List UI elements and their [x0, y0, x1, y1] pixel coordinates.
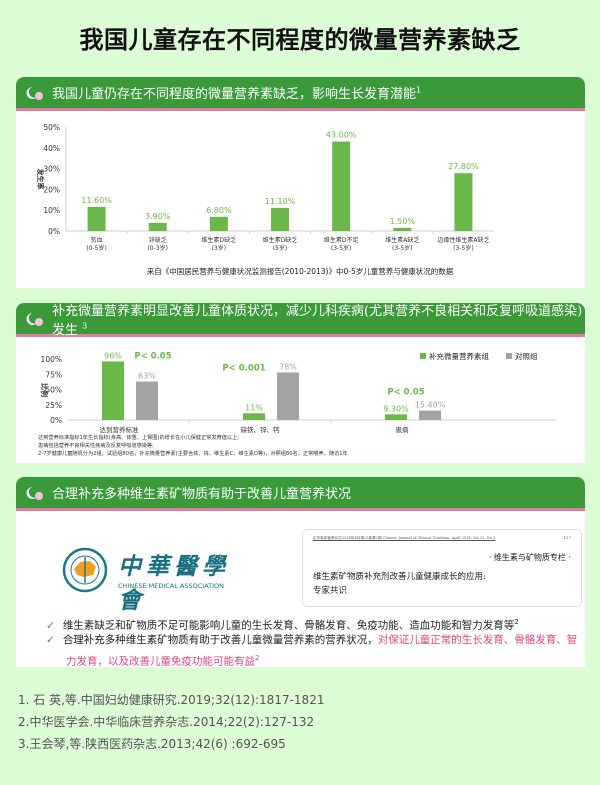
bar: [87, 206, 106, 231]
x-tick-label: 维生素D不足: [324, 236, 359, 244]
bullet-item: ✓ 维生素缺乏和矿物质不足可能影响儿童的生长发育、骨骼发育、免疫功能、造血功能和智…: [46, 618, 519, 632]
p-value-label: P< 0.05: [134, 351, 171, 361]
x-tick-label: 维生素A缺乏: [385, 236, 419, 244]
x-tick-label: 维生素D缺乏: [263, 236, 298, 244]
paper-page-number: 127: [563, 535, 571, 540]
x-tick-label: 贫血: [91, 236, 103, 244]
x-tick-label: 锌缺乏: [149, 236, 167, 244]
cma-logo: 中華醫學會 CHINESE MEDICAL ASSOCIATION: [62, 547, 252, 614]
x-tick-label: 边缘性维生素A缺乏: [437, 236, 489, 244]
chart-source: 来自《中国居民营养与健康状况监测报告(2010-2013)》中0-5岁儿童营养与…: [147, 266, 454, 276]
data-label: 15.40%: [415, 401, 446, 410]
bar: [419, 410, 441, 420]
consensus-paper-thumbnail: 中华临床营养杂志2014年4月第22卷第2期 Chinese Journal o…: [302, 529, 582, 607]
section-heading: 补充微量营养素明显改善儿童体质状况，减少儿科疾病(尤其营养不良相关和反复呼吸道感…: [52, 303, 583, 338]
data-label: 11.60%: [81, 196, 112, 205]
data-label: 6.80%: [206, 206, 232, 215]
moon-sun-icon: [24, 484, 46, 502]
moon-sun-icon: [24, 310, 46, 328]
reference-item: 3.王会琴,等.陕西医药杂志.2013;42(6) :692-695: [18, 737, 286, 751]
section-header: 补充微量营养素明显改善儿童体质状况，减少儿科疾病(尤其营养不良相关和反复呼吸道感…: [16, 303, 585, 338]
y-tick-label: 10%: [43, 206, 60, 215]
section-header: 合理补充多种维生素矿物质有助于改善儿童营养状况: [16, 477, 585, 511]
x-tick-label: (3-5岁): [453, 244, 473, 252]
bar: [243, 413, 265, 420]
y-tick-label: 25%: [45, 401, 62, 410]
data-label: 11%: [245, 403, 263, 412]
x-tick-label: 维生素D缺乏: [202, 236, 237, 244]
legend-swatch: [420, 353, 426, 359]
y-tick-label: 30%: [43, 165, 60, 174]
checkmark-icon: ✓: [46, 634, 55, 646]
x-tick-label: (0-3岁): [147, 244, 167, 252]
data-label: 27.80%: [448, 162, 479, 171]
x-tick-label: (3-5岁): [331, 244, 351, 252]
p-value-label: P< 0.001: [222, 363, 265, 373]
cma-logo-chinese: 中華醫學會: [118, 553, 230, 614]
y-axis-label: 发生率: [36, 168, 45, 190]
x-tick-label: 达到营养标准: [100, 425, 140, 434]
bar: [385, 414, 407, 420]
x-tick-label: (3岁): [212, 244, 227, 252]
section-supplement-effect: 补充微量营养素明显改善儿童体质状况，减少儿科疾病(尤其营养不良相关和反复呼吸道感…: [16, 303, 585, 463]
x-tick-label: (5岁): [273, 244, 288, 252]
paper-column-label: · 维生素与矿物质专栏 ·: [488, 553, 571, 562]
data-label: 1.50%: [390, 217, 416, 226]
bar: [209, 216, 228, 231]
y-tick-label: 50%: [43, 123, 60, 132]
y-axis-label: 比例: [40, 383, 49, 397]
page-title: 我国儿童存在不同程度的微量营养素缺乏: [79, 26, 521, 54]
bar: [271, 207, 289, 231]
section-heading: 我国儿童仍存在不同程度的微量营养素缺乏，影响生长发育潜能1: [52, 85, 422, 102]
bar: [102, 361, 124, 420]
deficiency-bar-chart: 0% 10% 20% 30% 40% 50% 发生率 11.60% 贫血(0-5岁) 3.90% 锌…: [36, 123, 494, 276]
legend-label: 对照组: [515, 351, 538, 361]
reference-item: 2.中华医学会.中华临床营养杂志.2014;22(2):127-132: [18, 715, 315, 729]
paper-title: 专家共识: [313, 586, 348, 596]
data-label: 78%: [279, 362, 297, 371]
paper-title: 维生素矿物质补充剂改善儿童健康成长的应用:: [313, 572, 486, 582]
y-tick-label: 40%: [43, 144, 60, 153]
data-label: 11.10%: [265, 197, 296, 206]
data-label: 9.30%: [383, 404, 409, 413]
section-supplement-recommendation: 合理补充多种维生素矿物质有助于改善儿童营养状况 中華醫學會 CHINESE ME…: [16, 477, 585, 667]
x-tick-label: (0-5岁): [86, 244, 106, 252]
supplement-bar-chart: 0% 25% 50% 75% 100% 比例 96% 63% P< 0.05 达到营养标准 11% 7…: [40, 351, 556, 434]
reference-item: 1. 石 英,等.中国妇幼健康研究.2019;32(12):1817-1821: [18, 693, 325, 707]
bar: [148, 222, 167, 231]
y-tick-label: 20%: [43, 185, 60, 194]
bar: [332, 141, 351, 231]
y-tick-label: 50%: [45, 386, 62, 395]
bar: [393, 227, 412, 231]
data-label: 63%: [138, 372, 156, 381]
section-header: 我国儿童仍存在不同程度的微量营养素缺乏，影响生长发育潜能1: [16, 77, 585, 111]
section-heading: 合理补充多种维生素矿物质有助于改善儿童营养状况: [52, 487, 352, 502]
bar: [454, 173, 473, 231]
cma-logo-english: CHINESE MEDICAL ASSOCIATION: [118, 582, 224, 590]
p-value-label: P< 0.05: [387, 388, 424, 398]
footnote: 患病包括营养不良相关性疾病及反复呼吸道感染等;: [38, 443, 154, 449]
moon-sun-icon: [24, 84, 46, 102]
y-tick-label: 75%: [45, 370, 62, 379]
legend-swatch: [506, 353, 512, 359]
footnote: 2-7岁健康儿童随机分为2组，试验组80名，补充微量营养素(主要含铁、锌、维生素…: [38, 451, 348, 457]
x-tick-label: 缺铁、锌、钙: [241, 425, 281, 434]
data-label: 96%: [104, 351, 122, 360]
paper-journal-header: 中华临床营养杂志2014年4月第22卷第2期 Chinese Journal o…: [313, 536, 496, 540]
x-tick-label: (3-5岁): [392, 244, 412, 252]
y-tick-label: 0%: [50, 416, 62, 425]
data-label: 3.90%: [145, 212, 171, 221]
legend-label: 补充微量营养素组: [429, 351, 489, 361]
bar: [136, 381, 158, 420]
data-label: 43.00%: [326, 131, 357, 140]
cma-emblem-icon: [62, 547, 108, 593]
footnote: 达到营养标准指标1年生长指标(身高、体重、上臂围)的增长在小儿保健正常发育值以上…: [38, 435, 240, 441]
bullet-item: ✓ 合理补充多种维生素矿物质有助于改善儿童微量营养素的营养状况，对保证儿童正常的生…: [46, 634, 578, 667]
y-tick-label: 100%: [41, 355, 62, 364]
y-tick-label: 0%: [48, 227, 60, 236]
bar: [277, 372, 299, 420]
section-micronutrient-deficiency: 我国儿童仍存在不同程度的微量营养素缺乏，影响生长发育潜能1 0% 10% 20% 30…: [16, 77, 585, 288]
checkmark-icon: ✓: [46, 619, 55, 632]
x-tick-label: 患病: [396, 425, 410, 434]
